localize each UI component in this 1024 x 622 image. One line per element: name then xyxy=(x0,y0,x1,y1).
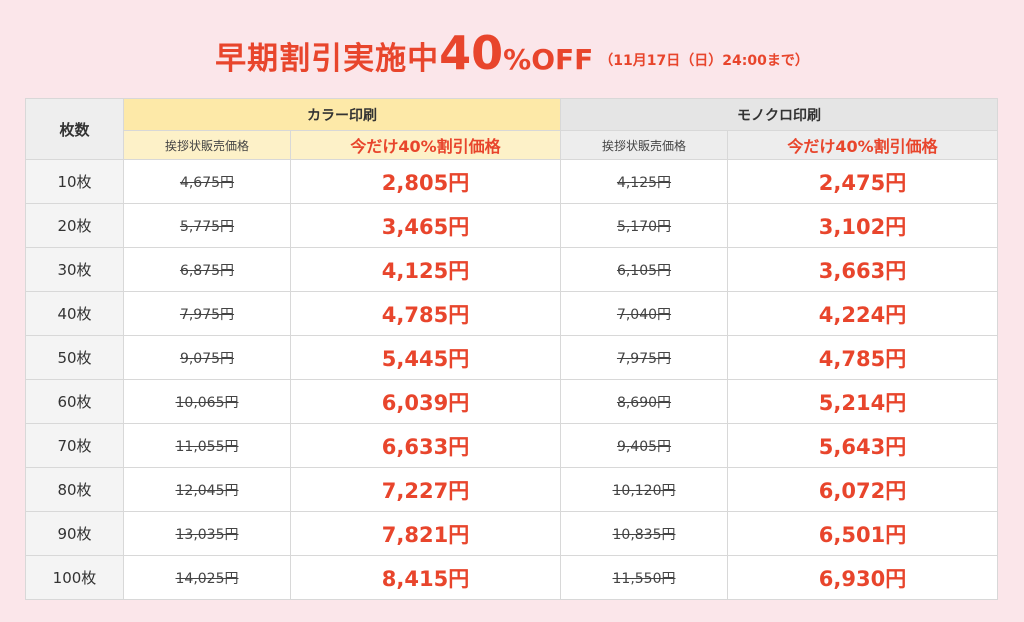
color-sale-price-cell: 2,805円 xyxy=(290,159,561,204)
strikethrough-price: 6,875円 xyxy=(179,262,235,279)
quantity-cell: 30枚 xyxy=(25,247,124,292)
color-sale-price-cell: 5,445円 xyxy=(290,335,561,380)
mono-sale-price-cell: 6,930円 xyxy=(727,555,998,600)
strikethrough-price: 13,035円 xyxy=(175,526,239,543)
table-row: 70枚 11,055円 6,633円 9,405円 5,643円 xyxy=(25,423,998,468)
mono-regular-price-header: 挨拶状販売価格 xyxy=(560,130,728,160)
mono-sale-price-cell: 5,643円 xyxy=(727,423,998,468)
color-sale-price-cell: 4,785円 xyxy=(290,291,561,336)
mono-sale-price-cell: 5,214円 xyxy=(727,379,998,424)
strikethrough-price: 9,405円 xyxy=(616,438,672,455)
quantity-cell: 70枚 xyxy=(25,423,124,468)
color-discount-price-header: 今だけ40%割引価格 xyxy=(290,130,561,160)
quantity-cell: 10枚 xyxy=(25,159,124,204)
strikethrough-price: 9,075円 xyxy=(179,350,235,367)
mono-regular-price-cell: 7,040円 xyxy=(560,291,728,336)
strikethrough-price: 6,105円 xyxy=(616,262,672,279)
table-row: 60枚 10,065円 6,039円 8,690円 5,214円 xyxy=(25,379,998,424)
table-row: 50枚 9,075円 5,445円 7,975円 4,785円 xyxy=(25,335,998,380)
color-sale-price-cell: 6,633円 xyxy=(290,423,561,468)
table-row: 90枚 13,035円 7,821円 10,835円 6,501円 xyxy=(25,511,998,556)
strikethrough-price: 10,835円 xyxy=(612,526,676,543)
strikethrough-price: 12,045円 xyxy=(175,482,239,499)
strikethrough-price: 10,065円 xyxy=(175,394,239,411)
mono-regular-price-cell: 10,120円 xyxy=(560,467,728,512)
price-table: 枚数 カラー印刷 モノクロ印刷 挨拶状販売価格 今だけ40%割引価格 挨拶状販売… xyxy=(25,98,998,600)
strikethrough-price: 10,120円 xyxy=(612,482,676,499)
color-regular-price-cell: 11,055円 xyxy=(123,423,291,468)
quantity-cell: 40枚 xyxy=(25,291,124,336)
mono-sale-price-cell: 6,072円 xyxy=(727,467,998,512)
mono-sale-price-cell: 3,102円 xyxy=(727,203,998,248)
table-row: 80枚 12,045円 7,227円 10,120円 6,072円 xyxy=(25,467,998,512)
color-regular-price-cell: 12,045円 xyxy=(123,467,291,512)
mono-regular-price-cell: 11,550円 xyxy=(560,555,728,600)
color-regular-price-cell: 5,775円 xyxy=(123,203,291,248)
headline-percent: 40 xyxy=(439,26,504,80)
strikethrough-price: 7,975円 xyxy=(179,306,235,323)
mono-sale-price-cell: 4,224円 xyxy=(727,291,998,336)
strikethrough-price: 4,675円 xyxy=(179,174,235,191)
quantity-cell: 50枚 xyxy=(25,335,124,380)
mono-sale-price-cell: 3,663円 xyxy=(727,247,998,292)
strikethrough-price: 8,690円 xyxy=(616,394,672,411)
color-regular-price-cell: 13,035円 xyxy=(123,511,291,556)
mono-sale-price-cell: 6,501円 xyxy=(727,511,998,556)
strikethrough-price: 5,170円 xyxy=(616,218,672,235)
quantity-cell: 80枚 xyxy=(25,467,124,512)
strikethrough-price: 5,775円 xyxy=(179,218,235,235)
color-print-header: カラー印刷 xyxy=(123,98,561,131)
table-row: 40枚 7,975円 4,785円 7,040円 4,224円 xyxy=(25,291,998,336)
table-row: 20枚 5,775円 3,465円 5,170円 3,102円 xyxy=(25,203,998,248)
color-regular-price-cell: 14,025円 xyxy=(123,555,291,600)
mono-regular-price-cell: 8,690円 xyxy=(560,379,728,424)
quantity-cell: 60枚 xyxy=(25,379,124,424)
color-sale-price-cell: 8,415円 xyxy=(290,555,561,600)
table-row: 100枚 14,025円 8,415円 11,550円 6,930円 xyxy=(25,555,998,600)
quantity-cell: 90枚 xyxy=(25,511,124,556)
mono-regular-price-cell: 5,170円 xyxy=(560,203,728,248)
strikethrough-price: 11,550円 xyxy=(612,570,676,587)
strikethrough-price: 7,975円 xyxy=(616,350,672,367)
quantity-cell: 20枚 xyxy=(25,203,124,248)
color-regular-price-cell: 7,975円 xyxy=(123,291,291,336)
color-sale-price-cell: 4,125円 xyxy=(290,247,561,292)
strikethrough-price: 4,125円 xyxy=(616,174,672,191)
mono-sale-price-cell: 2,475円 xyxy=(727,159,998,204)
color-regular-price-cell: 6,875円 xyxy=(123,247,291,292)
mono-regular-price-cell: 10,835円 xyxy=(560,511,728,556)
mono-sale-price-cell: 4,785円 xyxy=(727,335,998,380)
color-regular-price-cell: 9,075円 xyxy=(123,335,291,380)
color-regular-price-cell: 4,675円 xyxy=(123,159,291,204)
mono-discount-price-header: 今だけ40%割引価格 xyxy=(727,130,998,160)
mono-regular-price-cell: 7,975円 xyxy=(560,335,728,380)
color-regular-price-cell: 10,065円 xyxy=(123,379,291,424)
count-header: 枚数 xyxy=(25,98,124,160)
headline-off: %OFF xyxy=(503,43,594,76)
table-row: 30枚 6,875円 4,125円 6,105円 3,663円 xyxy=(25,247,998,292)
strikethrough-price: 7,040円 xyxy=(616,306,672,323)
color-regular-price-header: 挨拶状販売価格 xyxy=(123,130,291,160)
mono-regular-price-cell: 9,405円 xyxy=(560,423,728,468)
mono-print-header: モノクロ印刷 xyxy=(560,98,998,131)
mono-regular-price-cell: 6,105円 xyxy=(560,247,728,292)
strikethrough-price: 11,055円 xyxy=(175,438,239,455)
table-row: 10枚 4,675円 2,805円 4,125円 2,475円 xyxy=(25,159,998,204)
color-sale-price-cell: 7,821円 xyxy=(290,511,561,556)
color-sale-price-cell: 7,227円 xyxy=(290,467,561,512)
promo-headline: 早期割引実施中40%OFF （11月17日（日）24:00まで） xyxy=(0,26,1024,80)
quantity-cell: 100枚 xyxy=(25,555,124,600)
strikethrough-price: 14,025円 xyxy=(175,570,239,587)
mono-regular-price-cell: 4,125円 xyxy=(560,159,728,204)
color-sale-price-cell: 6,039円 xyxy=(290,379,561,424)
headline-main: 早期割引実施中 xyxy=(215,41,440,77)
color-sale-price-cell: 3,465円 xyxy=(290,203,561,248)
headline-deadline: （11月17日（日）24:00まで） xyxy=(599,53,809,69)
